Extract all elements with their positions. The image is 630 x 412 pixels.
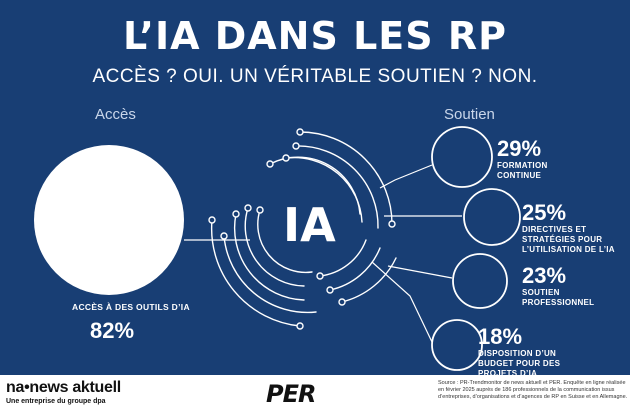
connector-lines [184,164,462,343]
stat-text: SOUTIEN PROFESSIONNEL [522,288,595,307]
acces-heading: Accès [95,106,136,123]
stat-budget: 18% DISPOSITION D’UN BUDGET POUR DES PRO… [478,325,563,379]
stat-value: 18% [478,324,523,349]
stat-value: 25% [522,200,567,225]
source-note: Source : PR-Trendmonitor de news aktuell… [438,380,628,400]
infographic-subtitle: ACCÈS ? OUI. UN VÉRITABLE SOUTIEN ? NON. [92,66,538,87]
stat-value: 23% [522,263,567,288]
stat-text: DIRECTIVES ET STRATÉGIES POUR L’UTILISAT… [522,225,615,254]
logo-tagline: Une entreprise du groupe dpa [6,398,106,405]
stat-value: 29% [497,136,542,161]
stat-text: FORMATION CONTINUE [497,161,548,180]
circuit-nodes [208,128,396,330]
news-aktuell-logo: na•news aktuell [6,379,121,396]
circuit-graphic [184,126,521,371]
stat-formation: 29% FORMATION CONTINUE [497,137,587,181]
acces-text: ACCÈS À DES OUTILS D’IA [72,302,190,312]
stat-directives: 25% DIRECTIVES ET STRATÉGIES POUR L’UTIL… [522,201,622,255]
per-logo: PER [266,380,316,408]
ia-label: IA [283,198,336,252]
soutien-circles [431,126,521,371]
infographic-title: L’IA DANS LES RP [123,14,507,58]
stat-soutien: 23% SOUTIEN PROFESSIONNEL [522,263,595,308]
footer [0,375,630,412]
circuit-arcs [210,131,397,327]
soutien-heading: Soutien [444,106,495,123]
acces-value: 82% [90,318,135,343]
acces-circle [34,145,184,295]
stat-text: DISPOSITION D’UN BUDGET POUR DES PROJETS… [478,349,561,378]
